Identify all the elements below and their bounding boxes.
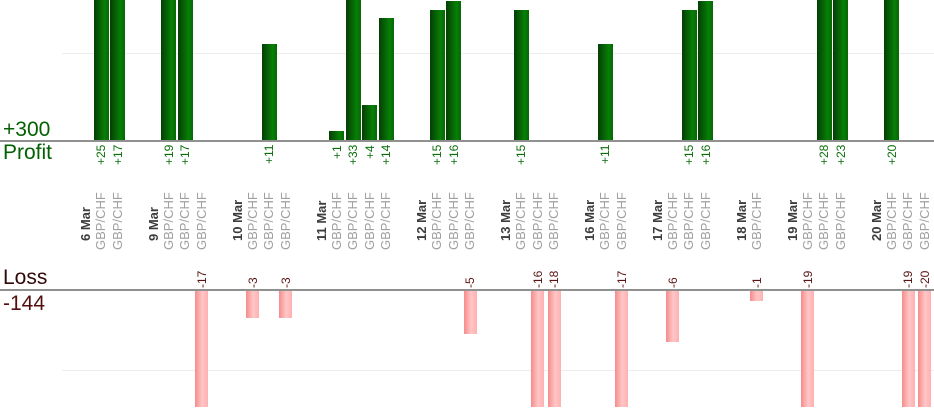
loss-row-label: Loss xyxy=(3,266,48,289)
profit-value-label: +14 xyxy=(379,145,393,166)
date-label: 12 Mar xyxy=(414,199,429,241)
profit-bar xyxy=(698,0,714,140)
loss-value-label: -5 xyxy=(463,277,477,288)
profit-bar xyxy=(378,18,394,140)
profit-bar xyxy=(513,9,529,140)
profit-value-label: +11 xyxy=(598,145,612,165)
loss-bar xyxy=(901,291,915,407)
profit-bar xyxy=(429,9,445,140)
loss-bar xyxy=(750,291,764,302)
profit-value-label: +33 xyxy=(346,145,360,166)
loss-value-label: -3 xyxy=(245,277,260,288)
profit-bar xyxy=(884,0,900,140)
loss-bar xyxy=(918,291,932,407)
profit-value-label: +4 xyxy=(362,145,377,159)
profit-value-label: +19 xyxy=(161,145,176,166)
loss-value-label: -19 xyxy=(800,270,815,288)
profit-bar xyxy=(816,0,832,140)
profit-value-label: +23 xyxy=(833,145,848,166)
profit-value-label: +25 xyxy=(94,145,108,166)
profit-bar xyxy=(362,105,378,140)
loss-value-label: -16 xyxy=(530,270,545,288)
profit-bar xyxy=(93,0,109,140)
date-label: 19 Mar xyxy=(784,199,800,241)
date-label: 13 Mar xyxy=(498,199,513,241)
loss-value-label: -17 xyxy=(614,270,629,288)
profit-bar xyxy=(597,44,613,140)
profit-value-label: +17 xyxy=(110,145,125,166)
date-label: 6 Mar xyxy=(78,207,93,241)
loss-bar xyxy=(463,291,477,334)
date-label: 17 Mar xyxy=(649,199,665,241)
profit-value-label: +20 xyxy=(884,145,899,166)
profit-bar xyxy=(110,0,126,140)
profit-bar xyxy=(833,0,849,140)
loss-bar xyxy=(547,291,561,407)
loss-bar xyxy=(195,291,209,407)
date-label: 9 Mar xyxy=(145,207,161,241)
profit-total-label: +300 xyxy=(3,118,51,141)
profit-bar xyxy=(261,44,277,140)
loss-bar xyxy=(801,291,815,407)
profit-bar xyxy=(345,0,361,140)
profit-bar xyxy=(329,131,345,140)
loss-bar xyxy=(531,291,545,407)
profit-row-label: Profit xyxy=(3,141,53,164)
profit-bar xyxy=(681,9,697,140)
profit-value-label: +11 xyxy=(262,145,276,165)
profit-gridline xyxy=(62,53,934,54)
date-label: 11 Mar xyxy=(313,200,329,241)
profit-value-label: +15 xyxy=(514,145,528,166)
loss-total-label: -144 xyxy=(3,292,46,315)
date-label: 16 Mar xyxy=(582,199,597,241)
date-label: 18 Mar xyxy=(733,199,749,241)
loss-value-label: -6 xyxy=(665,277,680,288)
loss-value-label: -1 xyxy=(749,277,764,288)
loss-bar xyxy=(666,291,680,343)
profit-value-label: +15 xyxy=(430,145,444,166)
loss-bar xyxy=(279,291,293,318)
date-label: 10 Mar xyxy=(229,199,245,241)
profit-bar xyxy=(161,0,177,140)
loss-value-label: -17 xyxy=(194,270,209,288)
profit-value-label: +1 xyxy=(329,145,344,159)
loss-bar xyxy=(246,291,260,318)
loss-axis-line xyxy=(0,289,934,291)
profit-bar xyxy=(446,0,462,140)
profit-value-label: +16 xyxy=(446,145,461,166)
date-label: 20 Mar xyxy=(868,199,884,241)
loss-value-label: -18 xyxy=(547,270,561,288)
loss-value-label: -3 xyxy=(278,277,293,288)
loss-value-label: -20 xyxy=(917,270,932,288)
profit-value-label: +28 xyxy=(817,145,831,166)
profit-value-label: +15 xyxy=(682,145,696,166)
profit-value-label: +17 xyxy=(178,145,192,166)
profit-bar xyxy=(177,0,193,140)
profit-axis-line xyxy=(0,140,934,142)
loss-value-label: -19 xyxy=(901,270,915,288)
loss-gridline xyxy=(62,370,934,371)
profit-value-label: +16 xyxy=(698,145,713,166)
loss-bar xyxy=(615,291,629,407)
